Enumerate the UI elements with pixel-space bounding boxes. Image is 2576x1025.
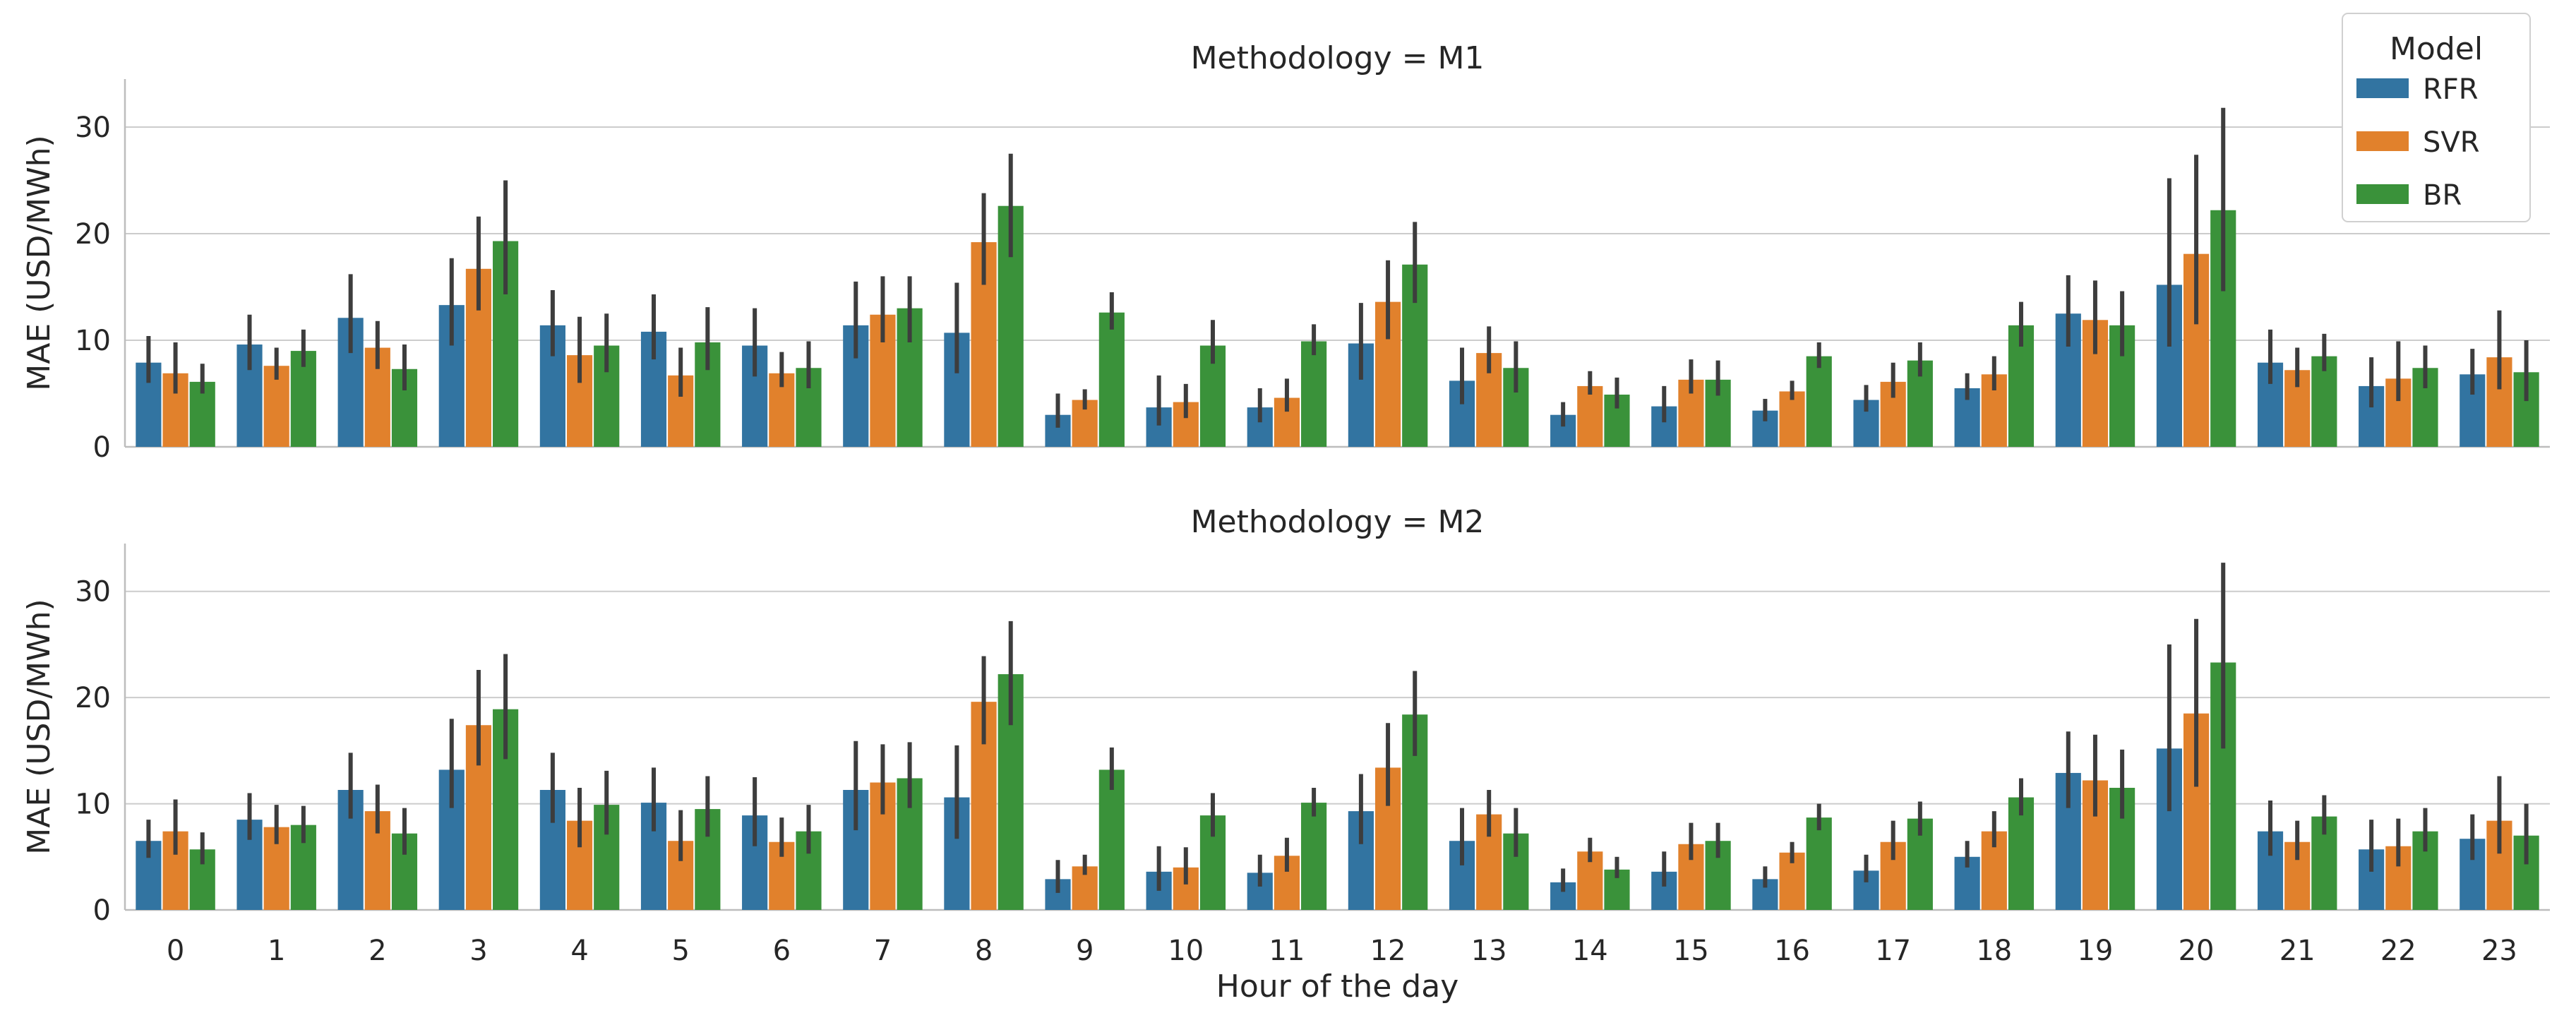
x-tick-label: 14: [1572, 935, 1608, 967]
x-tick-label: 4: [570, 935, 588, 967]
x-tick-label: 9: [1076, 935, 1094, 967]
legend-label-svr: SVR: [2423, 126, 2480, 159]
x-tick-label: 1: [268, 935, 285, 967]
x-tick-label: 12: [1370, 935, 1406, 967]
bar-svr-hour-14: [1577, 385, 1603, 447]
legend: Model RFR SVR BR: [2342, 13, 2531, 222]
legend-label-br: BR: [2423, 179, 2462, 212]
x-tick-label: 16: [1774, 935, 1810, 967]
x-tick-label: 0: [167, 935, 184, 967]
y-axis-label: MAE (USD/MWh): [21, 599, 57, 854]
bar-br-hour-9: [1098, 769, 1125, 910]
x-tick-label: 2: [369, 935, 386, 967]
y-tick-label: 20: [75, 682, 111, 714]
x-tick-label: 19: [2077, 935, 2113, 967]
legend-swatch-svr: [2356, 131, 2409, 151]
y-tick-label: 30: [75, 112, 111, 144]
bar-svr-hour-16: [1779, 391, 1805, 447]
x-tick-label: 7: [874, 935, 892, 967]
bar-br-hour-21: [2311, 356, 2337, 447]
legend-title: Model: [2390, 31, 2483, 67]
legend-label-rfr: RFR: [2423, 73, 2479, 106]
legend-box: [2342, 13, 2531, 222]
x-tick-label: 21: [2280, 935, 2316, 967]
bar-br-hour-16: [1806, 356, 1832, 447]
x-tick-label: 15: [1673, 935, 1709, 967]
x-axis-label: Hour of the day: [1216, 969, 1459, 1005]
bar-br-hour-18: [2008, 797, 2035, 910]
x-tick-label: 8: [975, 935, 993, 967]
y-tick-label: 10: [75, 789, 111, 821]
y-tick-label: 20: [75, 218, 111, 251]
bar-br-hour-9: [1098, 312, 1125, 447]
y-axis-label: MAE (USD/MWh): [21, 135, 57, 390]
legend-swatch-br: [2356, 184, 2409, 204]
x-tick-label: 17: [1875, 935, 1911, 967]
panel-title: Methodology = M1: [1191, 40, 1485, 76]
bar-br-hour-11: [1301, 341, 1327, 447]
x-tick-label: 13: [1471, 935, 1507, 967]
y-tick-label: 0: [93, 894, 111, 927]
bar-br-hour-11: [1301, 803, 1327, 910]
panel-title: Methodology = M2: [1191, 504, 1485, 540]
legend-swatch-rfr: [2356, 78, 2409, 98]
y-tick-label: 0: [93, 431, 111, 464]
x-tick-label: 23: [2481, 935, 2517, 967]
x-tick-label: 3: [469, 935, 487, 967]
bar-br-hour-16: [1806, 817, 1832, 910]
panel-methodology-m1: 0 10 20 30 Methodology = M1 MAE (USD/MWh): [21, 40, 2550, 464]
x-tick-label: 22: [2380, 935, 2416, 967]
x-tick-label: 6: [773, 935, 791, 967]
x-tick-label: 5: [671, 935, 689, 967]
x-tick-label: 20: [2179, 935, 2215, 967]
x-tick-label: 18: [1976, 935, 2012, 967]
y-tick-label: 30: [75, 576, 111, 609]
y-tick-label: 10: [75, 325, 111, 357]
x-tick-label: 10: [1168, 935, 1204, 967]
x-tick-label: 11: [1269, 935, 1305, 967]
